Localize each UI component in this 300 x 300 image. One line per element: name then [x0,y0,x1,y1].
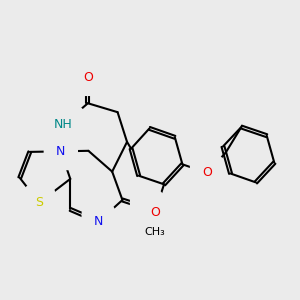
Text: S: S [35,196,43,209]
Text: O: O [202,167,212,179]
Text: O: O [150,206,160,219]
Text: O: O [83,70,93,83]
Text: O: O [142,202,152,214]
Text: N: N [94,215,103,228]
Text: NH: NH [54,118,73,131]
Text: N: N [56,145,65,158]
Text: CH₃: CH₃ [145,227,165,237]
